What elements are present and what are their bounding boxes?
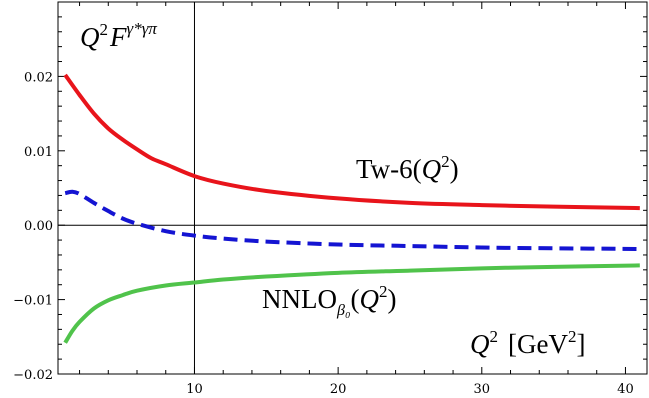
y-tick-label: −0.02 xyxy=(13,368,53,383)
y-axis-label-base: Q xyxy=(80,22,100,52)
y-tick-label: −0.01 xyxy=(13,294,53,309)
y-axis-label: Q2Fγ*γπ xyxy=(80,19,157,52)
y-axis-label-main: F xyxy=(109,22,127,52)
y-axis-label-sup2: γ*γπ xyxy=(127,19,158,38)
x-axis-label-sup: 2 xyxy=(490,327,499,346)
series-label-tw6: Tw-6(Q2) xyxy=(356,152,459,184)
plot-frame xyxy=(57,1,648,375)
x-tick-label: 40 xyxy=(617,382,634,397)
series-tw6-line xyxy=(63,73,640,211)
series-dashed-line xyxy=(64,189,640,252)
x-axis-label-unit-close: ] xyxy=(576,329,585,359)
y-tick-label: 0.02 xyxy=(24,70,53,85)
minor-ticks xyxy=(58,2,647,374)
series-label-nnlo-main: NNLO xyxy=(262,284,337,314)
series-label-nnlo-sub: β₀ xyxy=(336,302,351,319)
x-axis-label-unit-sup: 2 xyxy=(568,327,577,346)
series-label-tw6-close: ) xyxy=(450,154,459,184)
y-tick-label: 0.01 xyxy=(24,145,53,160)
y-tick-label: 0.00 xyxy=(24,219,53,234)
series-label-nnlo-sup: 2 xyxy=(379,282,388,301)
y-axis-label-sup1: 2 xyxy=(100,20,109,39)
series-label-tw6-var: Q xyxy=(422,154,442,184)
x-axis-label-base: Q xyxy=(470,329,490,359)
y-tick-labels: −0.02 −0.01 0.00 0.01 0.02 xyxy=(13,70,53,383)
series-label-nnlo: NNLOβ₀(Q2) xyxy=(262,282,397,319)
x-axis-label: Q2 [GeV2] xyxy=(470,327,585,359)
series-label-nnlo-close: ) xyxy=(388,284,397,314)
major-ticks xyxy=(58,1,647,375)
x-tick-label: 20 xyxy=(330,382,347,397)
series-nnlo-line xyxy=(63,263,640,344)
series-label-nnlo-var: Q xyxy=(360,284,380,314)
series-layer xyxy=(63,73,640,344)
x-tick-label: 10 xyxy=(186,382,203,397)
series-label-tw6-sup: 2 xyxy=(441,152,450,171)
x-tick-label: 30 xyxy=(474,382,491,397)
x-tick-labels: 10 20 30 40 xyxy=(186,382,634,397)
x-axis-label-unit: [GeV xyxy=(508,329,568,359)
series-label-nnlo-open: ( xyxy=(351,284,360,314)
series-label-tw6-main: Tw-6( xyxy=(356,154,422,184)
